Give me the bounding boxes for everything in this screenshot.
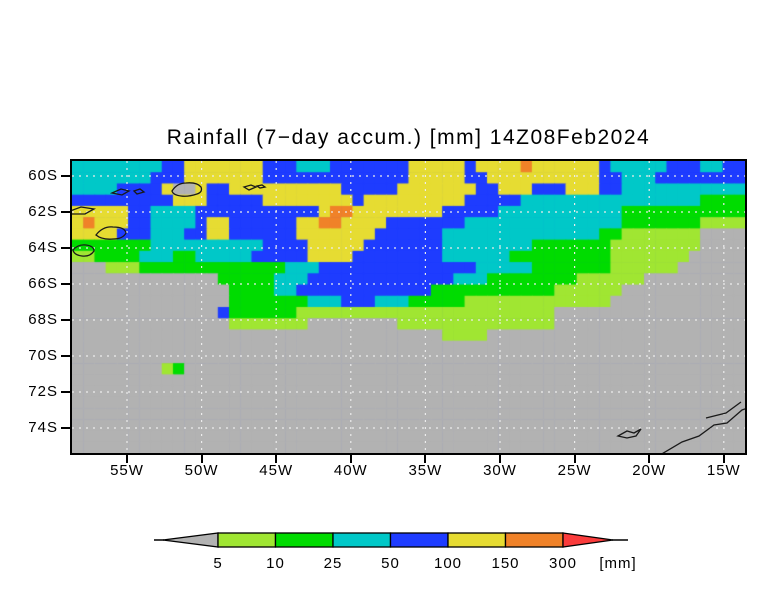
map-overlay xyxy=(72,161,745,453)
colorbar-segment xyxy=(504,532,564,548)
lon-tick-mark xyxy=(275,455,278,463)
lat-tick-label: 68S xyxy=(28,311,58,328)
colorbar-threshold-label: 100 xyxy=(434,555,462,572)
lon-tick-label: 40W xyxy=(333,462,368,479)
lon-tick-mark xyxy=(648,455,651,463)
lat-tick-mark xyxy=(61,283,70,285)
coastline-path xyxy=(616,428,642,439)
colorbar-segment xyxy=(389,532,449,548)
colorbar-threshold-label: 150 xyxy=(491,555,519,572)
lon-tick-mark xyxy=(200,455,203,463)
lon-tick-mark xyxy=(126,455,128,463)
lat-tick-mark xyxy=(61,391,70,393)
lat-tick-mark xyxy=(61,211,70,213)
lat-tick-label: 62S xyxy=(28,203,58,220)
lon-tick-label: 55W xyxy=(110,462,144,479)
lon-tick-mark xyxy=(499,455,501,463)
lat-tick-mark xyxy=(61,247,70,249)
colorbar-threshold-label: 50 xyxy=(381,555,400,572)
map-frame xyxy=(70,159,747,455)
plot-title: Rainfall (7−day accum.) [mm] 14Z08Feb202… xyxy=(166,126,651,149)
lon-tick-label: 15W xyxy=(706,462,741,479)
lon-tick-mark xyxy=(573,455,576,463)
lon-tick-mark xyxy=(424,455,427,463)
coastline-path xyxy=(255,184,267,189)
colorbar-segment xyxy=(332,532,392,548)
lat-tick-mark xyxy=(61,355,70,357)
coastline-path xyxy=(109,188,131,196)
lon-tick-label: 20W xyxy=(632,462,667,479)
lon-tick-label: 35W xyxy=(408,462,443,479)
colorbar-threshold-label: 300 xyxy=(549,555,577,572)
lat-tick-label: 64S xyxy=(28,239,58,256)
lat-tick-label: 72S xyxy=(28,383,58,400)
colorbar-segment xyxy=(217,532,277,548)
lon-tick-mark xyxy=(349,455,352,463)
lat-tick-mark xyxy=(61,427,70,429)
coastline-path xyxy=(72,244,95,257)
coastline-path xyxy=(72,206,96,215)
colorbar-legend: 5 10 25 50 100 150 300 [mm] xyxy=(154,532,636,572)
lon-tick-label: 25W xyxy=(557,462,592,479)
lat-tick-label: 70S xyxy=(28,347,58,364)
coastline-path xyxy=(132,188,146,195)
lat-tick-mark xyxy=(61,319,70,321)
lat-tick-label: 60S xyxy=(28,167,58,184)
coastline-path xyxy=(171,182,203,197)
colorbar-threshold-label: 5 xyxy=(213,555,222,572)
colorbar-segment xyxy=(274,532,334,548)
rainfall-raster xyxy=(72,161,745,453)
lon-tick-label: 45W xyxy=(259,462,294,479)
lat-tick-label: 74S xyxy=(28,419,58,436)
lat-tick-label: 66S xyxy=(28,275,58,292)
coastline-path xyxy=(95,226,127,240)
latlon-gridlines xyxy=(72,161,745,453)
lon-tick-label: 50W xyxy=(184,462,219,479)
coastlines xyxy=(72,182,745,453)
colorbar-unit-label: [mm] xyxy=(599,555,636,572)
colorbar-threshold-label: 10 xyxy=(266,555,285,572)
coastline-path xyxy=(662,408,745,453)
colorbar-segment xyxy=(447,532,507,548)
colorbar-threshold-label: 25 xyxy=(324,555,343,572)
coastline-path xyxy=(242,184,258,191)
colorbar-overflow-arrow xyxy=(562,532,614,548)
lon-tick-label: 30W xyxy=(483,462,517,479)
colorbar-underflow-arrow xyxy=(162,532,219,548)
coastline-path xyxy=(705,401,742,419)
lat-tick-mark xyxy=(61,175,70,177)
lon-tick-mark xyxy=(722,455,725,463)
